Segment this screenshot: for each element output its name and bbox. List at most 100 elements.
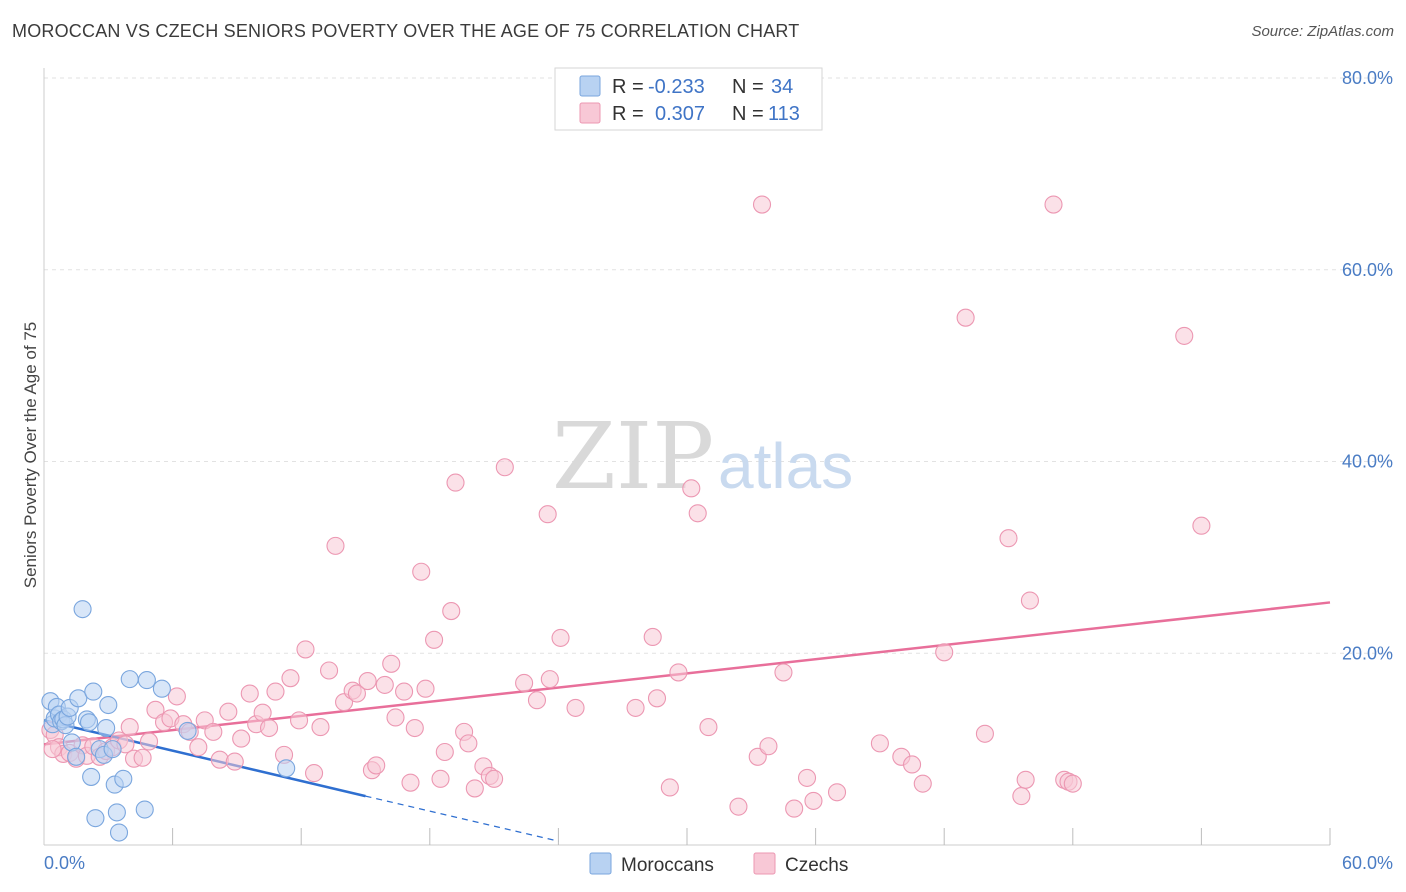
tick-labels: 20.0% 40.0% 60.0% 80.0% 0.0% 60.0% — [44, 68, 1393, 873]
point-czechs-58 — [425, 630, 444, 649]
point-moroccans-29 — [135, 800, 154, 819]
point-czechs-34 — [259, 718, 279, 738]
point-czechs-43 — [326, 536, 345, 555]
trend-lines — [43, 601, 1331, 842]
chart-title: MOROCCAN VS CZECH SENIORS POVERTY OVER T… — [12, 21, 800, 41]
series-legend: Moroccans Czechs — [589, 852, 848, 876]
point-moroccans-25 — [107, 803, 126, 822]
point-czechs-37 — [281, 669, 300, 688]
point-czechs-77 — [643, 627, 662, 647]
legend-n-label-2: N = — [732, 103, 764, 125]
data-points — [41, 195, 1211, 842]
point-moroccans-18 — [86, 809, 105, 828]
point-czechs-102 — [1016, 770, 1035, 789]
point-czechs-83 — [699, 718, 718, 737]
trend-line-moroccans-extension — [365, 795, 559, 842]
point-czechs-52 — [386, 708, 405, 727]
point-czechs-86 — [752, 195, 772, 214]
point-czechs-72 — [538, 505, 557, 524]
point-moroccans-28 — [120, 670, 139, 689]
point-czechs-78 — [647, 689, 667, 708]
point-czechs-88 — [774, 663, 793, 682]
point-czechs-38 — [290, 711, 309, 730]
point-czechs-57 — [416, 679, 435, 698]
point-czechs-35 — [266, 682, 285, 701]
point-czechs-82 — [688, 504, 707, 523]
point-czechs-89 — [785, 799, 804, 818]
point-czechs-27 — [210, 750, 229, 769]
point-czechs-41 — [311, 718, 330, 737]
point-czechs-60 — [435, 742, 454, 762]
point-moroccans-31 — [152, 679, 171, 698]
point-moroccans-32 — [178, 721, 197, 740]
source-note: Source: ZipAtlas.com — [1251, 23, 1394, 40]
point-czechs-26 — [204, 722, 223, 741]
point-czechs-33 — [253, 703, 272, 722]
point-czechs-46 — [347, 684, 366, 703]
y-tick-label-2: 60.0% — [1342, 260, 1393, 280]
point-czechs-42 — [320, 661, 339, 680]
point-czechs-71 — [527, 691, 547, 710]
point-czechs-69 — [495, 458, 514, 477]
point-moroccans-26 — [109, 823, 129, 842]
point-czechs-61 — [442, 602, 461, 621]
x-tick-label-1: 60.0% — [1342, 853, 1393, 873]
bottom-swatch-czechs — [753, 852, 776, 875]
y-tick-label-0: 20.0% — [1342, 643, 1393, 663]
point-czechs-17 — [139, 732, 159, 751]
point-czechs-80 — [669, 663, 688, 682]
point-moroccans-27 — [114, 769, 133, 788]
axes — [43, 68, 1331, 846]
point-czechs-75 — [566, 698, 585, 717]
legend-swatch-czechs — [579, 102, 601, 124]
point-czechs-53 — [395, 682, 414, 701]
correlation-legend: R = -0.233 N = 34 R = 0.307 N = 113 — [554, 67, 823, 131]
point-czechs-51 — [382, 654, 401, 673]
y-tick-label-1: 40.0% — [1342, 452, 1393, 472]
watermark-atlas: atlas — [718, 430, 853, 502]
point-czechs-39 — [296, 640, 315, 659]
point-czechs-91 — [804, 791, 823, 810]
point-czechs-87 — [759, 737, 778, 756]
point-czechs-90 — [797, 768, 817, 787]
legend-n-value-1: 34 — [771, 76, 793, 98]
legend-r-label-1: R = — [612, 76, 644, 98]
point-czechs-47 — [358, 672, 377, 691]
point-czechs-40 — [305, 764, 324, 783]
point-czechs-16 — [133, 748, 152, 767]
point-czechs-99 — [975, 724, 994, 743]
legend-r-label-2: R = — [612, 103, 644, 125]
point-czechs-73 — [540, 670, 559, 689]
point-czechs-97 — [935, 643, 954, 662]
point-moroccans-11 — [67, 747, 86, 766]
point-moroccans-17 — [84, 682, 103, 701]
point-czechs-24 — [189, 738, 208, 757]
y-axis-label: Seniors Poverty Over the Age of 75 — [21, 322, 40, 588]
point-czechs-109 — [1192, 516, 1211, 535]
bottom-swatch-moroccans — [589, 852, 612, 875]
point-czechs-108 — [1175, 326, 1194, 345]
point-czechs-65 — [465, 779, 484, 798]
point-czechs-92 — [827, 783, 847, 802]
point-czechs-93 — [870, 734, 889, 753]
bottom-label-moroccans: Moroccans — [621, 855, 714, 876]
point-czechs-14 — [120, 718, 139, 737]
point-czechs-103 — [1020, 591, 1039, 610]
point-czechs-56 — [412, 562, 431, 581]
point-czechs-29 — [225, 752, 244, 771]
point-czechs-81 — [682, 479, 701, 498]
point-czechs-96 — [913, 774, 932, 793]
point-moroccans-15 — [79, 713, 99, 732]
point-czechs-54 — [401, 773, 420, 792]
point-czechs-101 — [1012, 787, 1031, 806]
point-czechs-74 — [551, 628, 570, 647]
point-moroccans-12 — [69, 689, 88, 708]
y-tick-label-3: 80.0% — [1342, 68, 1393, 88]
point-czechs-100 — [999, 529, 1018, 548]
point-czechs-30 — [232, 729, 251, 748]
point-moroccans-13 — [73, 600, 92, 619]
point-moroccans-21 — [97, 718, 116, 738]
point-czechs-76 — [626, 698, 645, 717]
point-czechs-28 — [219, 702, 238, 721]
point-czechs-84 — [729, 797, 748, 816]
